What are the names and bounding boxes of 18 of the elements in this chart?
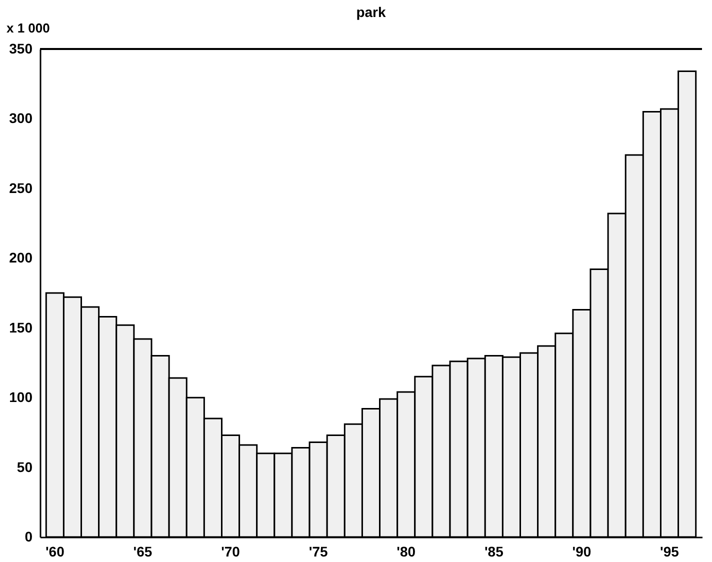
- x-tick-label: '85: [484, 544, 504, 560]
- x-tick-label: '65: [133, 544, 152, 560]
- x-tick-label: '70: [221, 544, 240, 560]
- y-tick-label: 100: [9, 389, 33, 406]
- y-tick-label: 0: [24, 528, 33, 544]
- x-tick-label: '60: [45, 544, 65, 560]
- y-tick-label: 250: [9, 180, 33, 196]
- y-tick-label: 300: [9, 110, 33, 126]
- y-tick-label: 350: [9, 40, 33, 56]
- y-tick-label: 200: [9, 250, 33, 266]
- x-tick-label: '80: [396, 544, 416, 560]
- y-tick-label: 150: [9, 319, 33, 336]
- chart-title: park: [356, 4, 386, 20]
- y-tick-label: 50: [16, 458, 33, 475]
- x-tick-label: '95: [660, 544, 680, 560]
- x-tick-label: '90: [572, 544, 592, 560]
- y-axis-title: x 1 000: [6, 20, 50, 36]
- x-tick-label: '75: [308, 544, 328, 560]
